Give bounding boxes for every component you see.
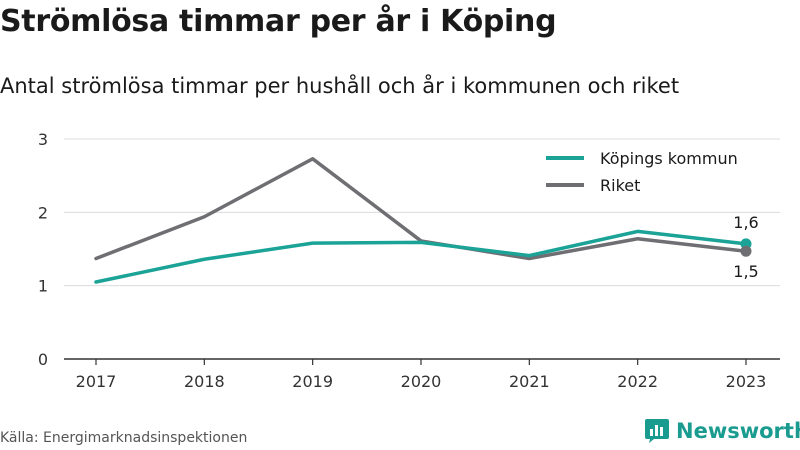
x-tick-label: 2017 <box>76 372 117 391</box>
line-chart: 0 1 2 3 2017 2018 2019 2020 2021 2022 2023 1,6 1,5 Kö… <box>38 130 780 391</box>
newsworthy-logo-icon <box>645 419 669 443</box>
x-tick-label: 2021 <box>509 372 550 391</box>
y-tick-label: 0 <box>38 350 48 369</box>
series-end-point <box>740 245 752 257</box>
legend-label: Köpings kommun <box>600 149 738 168</box>
data-label: 1,5 <box>733 262 758 281</box>
x-tick-label: 2019 <box>292 372 333 391</box>
source-note: Källa: Energimarknadsinspektionen <box>0 430 248 446</box>
x-tick-label: 2018 <box>184 372 225 391</box>
x-tick-label: 2023 <box>726 372 767 391</box>
y-tick-label: 2 <box>38 203 48 222</box>
y-tick-label: 3 <box>38 130 48 149</box>
series-line <box>94 229 748 284</box>
legend-label: Riket <box>600 176 640 195</box>
y-tick-label: 1 <box>38 277 48 296</box>
chart-title: Strömlösa timmar per år i Köping <box>0 4 557 39</box>
data-label: 1,6 <box>733 213 758 232</box>
x-tick-label: 2020 <box>401 372 442 391</box>
chart-subtitle: Antal strömlösa timmar per hushåll och å… <box>0 74 680 98</box>
brand-name: Newsworthy <box>676 419 800 443</box>
brand-logo: Newsworthy <box>644 418 800 444</box>
x-tick-label: 2022 <box>617 372 658 391</box>
